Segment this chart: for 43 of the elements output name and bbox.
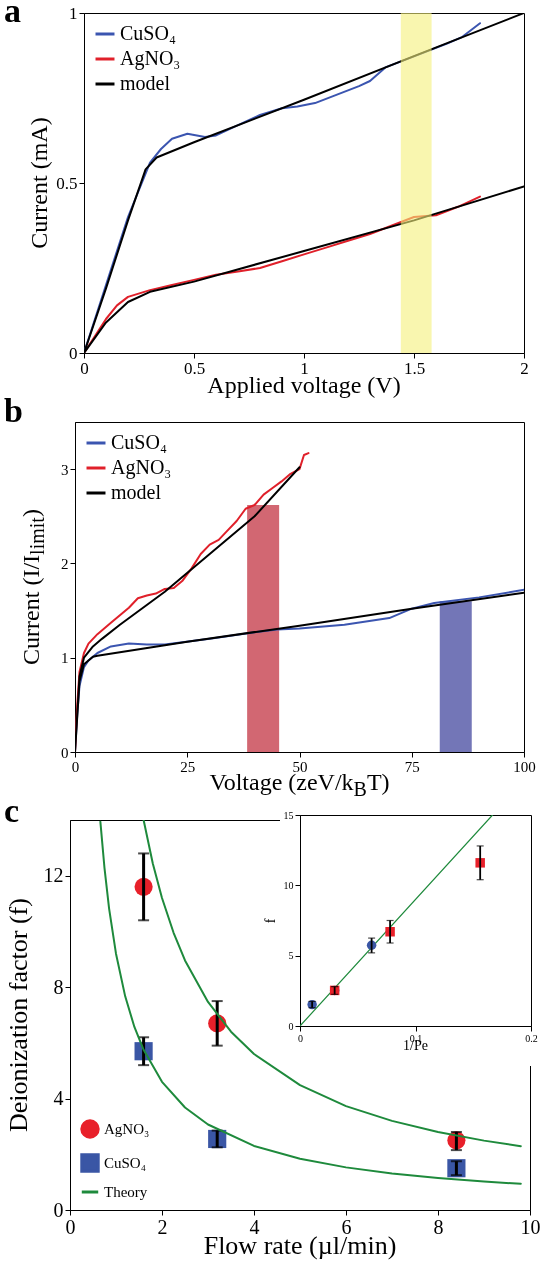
y-tick-label: 0: [53, 1198, 64, 1221]
y-axis-title: f: [263, 918, 278, 923]
x-tick-label: 0.5: [183, 358, 206, 378]
x-tick-label: 50: [292, 758, 308, 775]
y-tick-label: 1: [69, 3, 78, 23]
legend-label: AgNO₃: [111, 456, 172, 479]
y-tick-label: 0: [69, 343, 78, 363]
x-tick-label: 2: [157, 1215, 168, 1238]
x-tick-label: 2: [520, 358, 529, 378]
chart-title: b: [4, 392, 23, 429]
legend-label: model: [111, 481, 162, 503]
y-tick-label: 0: [61, 744, 69, 761]
legend-label: AgNO₃: [104, 1121, 150, 1137]
chart-title: a: [4, 0, 21, 29]
y-tick-label: 0: [288, 1020, 294, 1032]
y-tick-label: 1: [61, 650, 69, 667]
x-tick-label: 25: [180, 758, 196, 775]
y-tick-label: 0.5: [56, 173, 78, 193]
x-tick-label: 10: [520, 1215, 540, 1238]
x-tick-label: 100: [513, 758, 536, 775]
y-tick-label: 5: [288, 950, 294, 962]
y-tick-label: 8: [53, 975, 64, 998]
y-tick-label: 3: [61, 461, 69, 478]
legend-label: AgNO₃: [120, 47, 181, 70]
y-tick-label: 15: [283, 809, 294, 821]
legend-label: CuSO₄: [111, 431, 167, 453]
x-tick-label: 75: [404, 758, 420, 775]
chart-title: c: [4, 792, 20, 829]
legend-label: Theory: [104, 1184, 148, 1200]
y-tick-label: 12: [43, 864, 64, 887]
x-tick-label: 6: [341, 1215, 352, 1238]
legend-label: CuSO₄: [104, 1155, 146, 1171]
y-tick-label: 10: [283, 879, 294, 891]
y-axis-title: Deionization factor (f): [4, 898, 33, 1132]
x-tick-label: 0: [298, 1032, 303, 1044]
legend-label: model: [120, 72, 171, 94]
y-tick-label: 2: [61, 555, 69, 572]
y-axis-title: Current (mA): [25, 117, 52, 249]
x-tick-label: 8: [433, 1215, 444, 1238]
x-tick-label: 0.2: [525, 1032, 538, 1044]
legend-label: CuSO₄: [120, 22, 176, 44]
x-tick-label: 1.5: [403, 358, 426, 378]
y-tick-label: 4: [53, 1087, 64, 1110]
